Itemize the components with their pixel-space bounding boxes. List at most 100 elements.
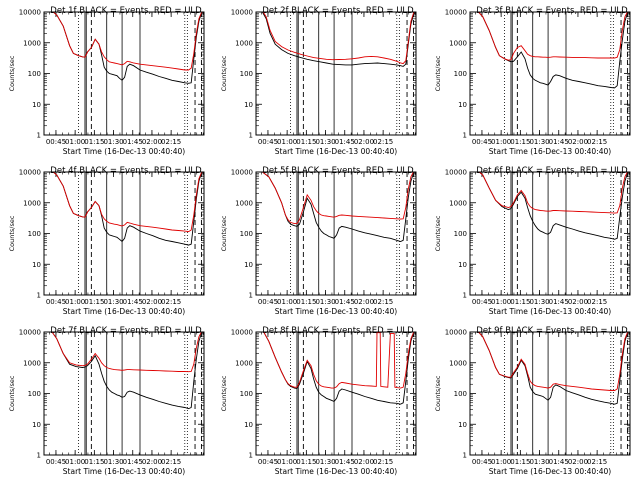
x-axis-label: Start Time (16-Dec-13 00:40:40)	[489, 147, 611, 156]
x-tick-label: 02:15	[373, 458, 393, 466]
x-axis-label: Start Time (16-Dec-13 00:40:40)	[275, 147, 397, 156]
plot-frame	[255, 171, 417, 296]
x-tick-label: 02:15	[587, 458, 607, 466]
x-tick-label: 01:45	[549, 458, 569, 466]
chart-panel: Det 2f BLACK = Events, RED = ULD Counts/s…	[220, 6, 417, 156]
plot-frame	[43, 331, 205, 456]
y-tick-label: 1000	[23, 39, 41, 47]
chart-title: Det 7f BLACK = Events, RED = ULD	[50, 326, 202, 336]
series-line	[51, 332, 203, 373]
x-tick-label: 01:15	[510, 458, 530, 466]
x-tick-label: 01:30	[315, 138, 335, 146]
y-tick-label: 1	[249, 132, 253, 140]
marker-lines	[504, 332, 628, 455]
y-axis-label: Counts/sec	[434, 55, 442, 91]
x-tick-label: 01:45	[123, 298, 143, 306]
y-tick-label: 1000	[235, 39, 253, 47]
x-tick-label: 00:45	[258, 298, 278, 306]
x-tick-label: 01:00	[65, 298, 85, 306]
series-line	[477, 332, 629, 391]
x-tick-label: 01:30	[103, 138, 123, 146]
x-tick-label: 00:45	[46, 138, 66, 146]
x-axis-label: Start Time (16-Dec-13 00:40:40)	[63, 147, 185, 156]
marker-lines	[504, 12, 628, 135]
y-tick-label: 10000	[231, 329, 253, 337]
x-tick-label: 01:30	[103, 298, 123, 306]
chart-panel: Det 4f BLACK = Events, RED = ULD Counts/s…	[8, 166, 205, 316]
y-tick-label: 100	[28, 230, 41, 238]
x-axis-label: Start Time (16-Dec-13 00:40:40)	[63, 467, 185, 476]
series-line	[477, 12, 629, 61]
x-tick-label: 01:00	[277, 298, 297, 306]
y-tick-label: 100	[240, 70, 253, 78]
x-tick-label: 01:30	[529, 458, 549, 466]
chart-title: Det 6f BLACK = Events, RED = ULD	[476, 166, 628, 176]
plot-frame	[255, 331, 417, 456]
y-tick-label: 1	[37, 132, 41, 140]
x-tick-label: 01:45	[335, 458, 355, 466]
x-tick-label: 02:00	[568, 138, 588, 146]
x-tick-label: 02:00	[142, 298, 162, 306]
plot-frame	[43, 171, 205, 296]
series-line	[52, 172, 203, 233]
chart-title: Det 1f BLACK = Events, RED = ULD	[50, 6, 202, 16]
plot-frame	[469, 171, 631, 296]
x-tick-label: 00:45	[258, 458, 278, 466]
y-tick-label: 10	[32, 421, 41, 429]
x-tick-label: 02:00	[354, 138, 374, 146]
y-axis-label: Counts/sec	[220, 55, 228, 91]
y-tick-label: 1	[249, 452, 253, 460]
y-axis-label: Counts/sec	[434, 375, 442, 411]
x-tick-label: 00:45	[472, 138, 492, 146]
chart-panel: Det 5f BLACK = Events, RED = ULD Counts/s…	[220, 166, 417, 316]
y-tick-label: 10	[458, 261, 467, 269]
chart-title: Det 5f BLACK = Events, RED = ULD	[262, 166, 414, 176]
plot-frame	[469, 11, 631, 136]
y-axis-label: Counts/sec	[8, 55, 16, 91]
x-axis-label: Start Time (16-Dec-13 00:40:40)	[489, 307, 611, 316]
y-tick-label: 1	[463, 132, 467, 140]
plot-frame	[469, 331, 631, 456]
x-tick-label: 02:00	[568, 458, 588, 466]
marker-lines	[504, 172, 628, 295]
marker-lines	[78, 172, 202, 295]
x-tick-label: 02:15	[373, 298, 393, 306]
x-tick-label: 02:15	[373, 138, 393, 146]
y-tick-label: 100	[28, 390, 41, 398]
marker-lines	[290, 12, 414, 135]
x-tick-label: 02:15	[161, 138, 181, 146]
marker-lines	[290, 172, 414, 295]
chart-title: Det 4f BLACK = Events, RED = ULD	[50, 166, 202, 176]
x-tick-label: 02:00	[354, 458, 374, 466]
x-tick-label: 00:45	[258, 138, 278, 146]
x-tick-label: 02:15	[161, 458, 181, 466]
x-tick-label: 01:00	[277, 458, 297, 466]
x-tick-label: 01:45	[335, 298, 355, 306]
y-tick-label: 100	[240, 230, 253, 238]
x-axis-label: Start Time (16-Dec-13 00:40:40)	[275, 467, 397, 476]
x-tick-label: 01:45	[549, 138, 569, 146]
y-tick-label: 10000	[19, 9, 41, 17]
y-tick-label: 1	[37, 452, 41, 460]
x-tick-label: 01:00	[491, 138, 511, 146]
x-tick-label: 02:00	[142, 458, 162, 466]
x-tick-label: 01:00	[65, 458, 85, 466]
y-tick-label: 1000	[23, 199, 41, 207]
chart-title: Det 8f BLACK = Events, RED = ULD	[262, 326, 414, 336]
x-tick-label: 01:00	[491, 458, 511, 466]
y-tick-label: 1000	[449, 359, 467, 367]
x-tick-label: 00:45	[46, 298, 66, 306]
chart-title: Det 3f BLACK = Events, RED = ULD	[476, 6, 628, 16]
x-tick-label: 02:00	[142, 138, 162, 146]
x-tick-label: 00:45	[472, 298, 492, 306]
x-axis-label: Start Time (16-Dec-13 00:40:40)	[63, 307, 185, 316]
x-tick-label: 00:45	[46, 458, 66, 466]
x-tick-label: 01:15	[296, 138, 316, 146]
y-tick-label: 100	[454, 70, 467, 78]
series-line	[262, 172, 416, 242]
chart-panel: Det 8f BLACK = Events, RED = ULD Counts/s…	[220, 326, 417, 476]
y-tick-label: 1000	[23, 359, 41, 367]
y-tick-label: 10	[244, 261, 253, 269]
series-line	[51, 332, 204, 410]
